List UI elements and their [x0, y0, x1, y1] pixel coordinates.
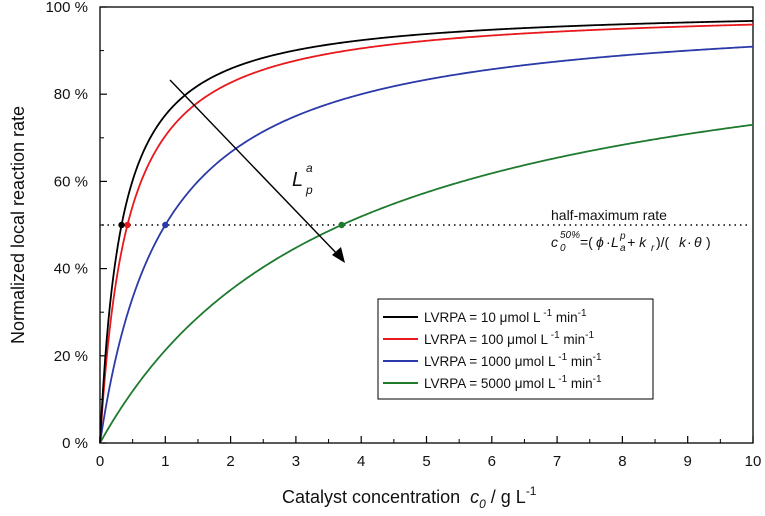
x-tick-label: 10: [745, 453, 762, 470]
x-axis-title: Catalyst concentration c0 / g L-1: [282, 484, 537, 511]
series-line: [99, 20, 754, 444]
series-line: [99, 45, 754, 444]
legend-label: LVRPA = 1000 μmol L -1 min-1: [424, 352, 602, 369]
formula-L-sup: p: [619, 231, 626, 242]
formula-theta: θ: [694, 234, 702, 250]
arrow-label-sup: a: [306, 161, 313, 175]
legend-label: LVRPA = 10 μmol L -1 min-1: [424, 308, 587, 325]
x-tick-label: 6: [488, 453, 496, 470]
legend-label: LVRPA = 5000 μmol L -1 min-1: [424, 374, 602, 391]
y-axis-title: Normalized local reaction rate: [8, 106, 28, 344]
y-axis-ticks: 0 % 20 % 40 % 60 % 80 % 100 %: [45, 0, 107, 452]
formula-dot: ·: [606, 234, 611, 250]
half-max-point: [338, 221, 345, 229]
x-tick-label: 0: [96, 453, 104, 470]
legend: LVRPA = 10 μmol L -1 min-1 LVRPA = 100 μm…: [377, 298, 654, 400]
formula-mid: )/(: [656, 234, 670, 250]
half-max-point: [162, 221, 169, 229]
half-max-point: [118, 221, 125, 229]
formula-phi: ϕ: [596, 234, 604, 250]
y-tick-label: 80 %: [54, 86, 88, 103]
formula-L-sub: a: [620, 243, 626, 254]
trend-arrow-line: [169, 79, 342, 259]
x-tick-label: 3: [292, 453, 300, 470]
series-curves: [99, 20, 754, 444]
x-tick-label: 7: [553, 453, 561, 470]
formula-close: ): [706, 234, 711, 250]
series-line: [99, 23, 754, 444]
y-tick-label: 20 %: [54, 348, 88, 365]
arrow-label: L: [292, 169, 303, 191]
half-max-point: [124, 221, 131, 229]
series-line: [99, 123, 754, 444]
trend-arrow-head: [332, 247, 345, 263]
x-tick-label: 2: [226, 453, 234, 470]
x-tick-label: 5: [422, 453, 430, 470]
half-max-formula: c 50% 0 =( ϕ · L p a + k r )/( k · θ ): [551, 230, 711, 254]
arrow-label-sub: p: [305, 183, 313, 197]
formula-L: L: [611, 234, 619, 250]
formula-open: =(: [580, 234, 593, 250]
x-tick-label: 4: [357, 453, 365, 470]
formula-c-sub: 0: [560, 243, 566, 254]
y-tick-label: 0 %: [62, 435, 88, 452]
x-tick-label: 1: [161, 453, 169, 470]
half-max-points: [118, 221, 345, 229]
x-tick-label: 8: [618, 453, 626, 470]
y-tick-label: 60 %: [54, 173, 88, 190]
formula-kr-sub: r: [651, 243, 655, 254]
formula-c: c: [551, 234, 558, 250]
formula-dot2: ·: [687, 234, 692, 250]
legend-box: [377, 298, 654, 400]
half-max-label: half-maximum rate: [551, 207, 667, 223]
legend-label: LVRPA = 100 μmol L -1 min-1: [424, 330, 595, 347]
y-tick-label: 100 %: [45, 0, 88, 16]
formula-k: k: [679, 234, 687, 250]
formula-c-sup: 50%: [560, 230, 580, 241]
x-axis-ticks: 0 1 2 3 4 5 6 7 8 9 10: [96, 436, 762, 470]
x-tick-label: 9: [684, 453, 692, 470]
formula-plus-k: + k: [627, 234, 647, 250]
y-tick-label: 40 %: [54, 261, 88, 278]
